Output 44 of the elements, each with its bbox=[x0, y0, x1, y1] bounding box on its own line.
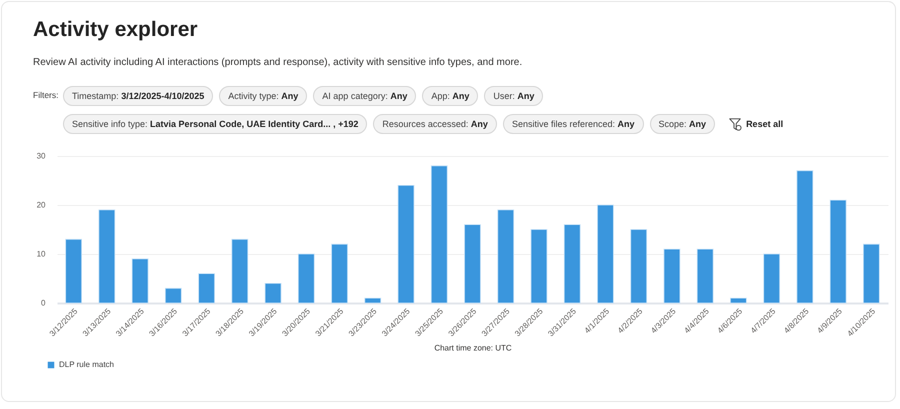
bar bbox=[132, 258, 148, 304]
text: Filters: bbox=[33, 90, 58, 100]
filter-chip: Sensitive files referenced: Any bbox=[502, 114, 644, 134]
bar bbox=[331, 244, 348, 304]
bar bbox=[364, 298, 382, 304]
filter-chip: User: Any bbox=[484, 86, 544, 106]
bar bbox=[664, 248, 680, 304]
x-axis-title: Chart time zone: UTC bbox=[434, 343, 512, 352]
bar bbox=[497, 210, 514, 304]
filter-chip: Sensitive info type: Latvia Personal Code, UAE Identity Card... , +192 bbox=[63, 114, 368, 134]
y-tick-label: 30 bbox=[36, 152, 46, 160]
filter-chip: AI app category: Any bbox=[313, 86, 416, 106]
bar bbox=[763, 254, 780, 304]
bar bbox=[564, 224, 581, 304]
chart-subtitle: Review AI activity including AI interactions (prompts and response), activity with sensitive info types, and more. bbox=[33, 57, 522, 68]
bar bbox=[164, 288, 182, 304]
y-tick-label: 20 bbox=[36, 200, 46, 210]
bar bbox=[597, 204, 614, 304]
bar bbox=[696, 248, 714, 304]
filter-chip: Scope: Any bbox=[650, 114, 716, 134]
filter-chip: Activity type: Any bbox=[219, 86, 308, 106]
bar bbox=[98, 210, 116, 304]
bar bbox=[863, 244, 880, 304]
y-tick-label: 10 bbox=[36, 250, 46, 258]
filter-chip: Timestamp: 3/12/2025-4/10/2025 bbox=[63, 86, 214, 106]
text: Reset all bbox=[746, 119, 784, 129]
filter-chip: App: Any bbox=[422, 86, 478, 106]
bar bbox=[830, 200, 847, 304]
bar bbox=[464, 224, 481, 304]
chart-title: Activity explorer bbox=[33, 18, 198, 42]
bar bbox=[630, 229, 648, 304]
bar bbox=[530, 229, 548, 304]
legend-label: DLP rule match bbox=[59, 360, 114, 369]
bar bbox=[231, 238, 248, 304]
bar bbox=[65, 238, 82, 304]
bar bbox=[730, 298, 747, 304]
bar bbox=[796, 170, 814, 304]
bar bbox=[198, 273, 215, 304]
bar bbox=[430, 165, 448, 304]
y-tick-label: 0 bbox=[41, 298, 46, 308]
bar bbox=[298, 254, 315, 304]
bar bbox=[264, 283, 282, 304]
filter-chip: Resources accessed: Any bbox=[373, 114, 497, 134]
bar bbox=[398, 185, 414, 304]
